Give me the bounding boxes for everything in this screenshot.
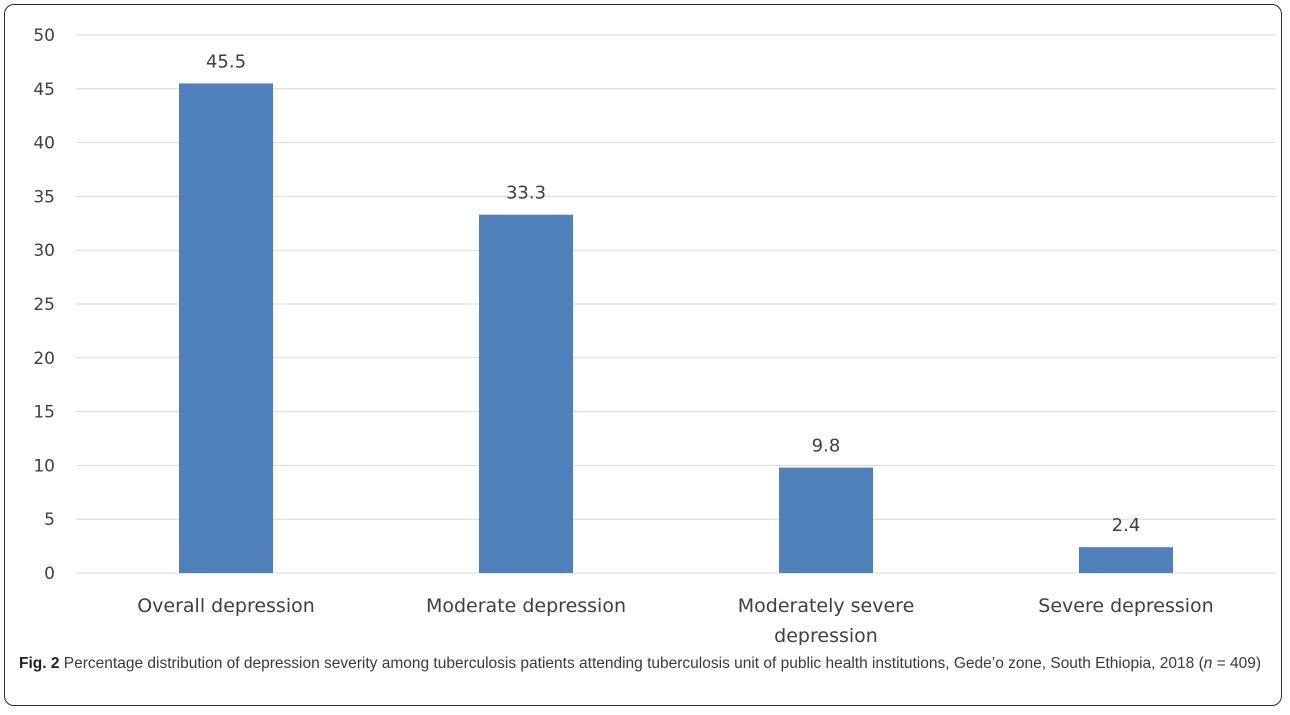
category-label: Moderate depression [426,595,626,617]
figure-caption: Fig. 2 Percentage distribution of depres… [19,653,1274,675]
y-tick-label: 10 [33,456,55,476]
data-label: 33.3 [506,183,546,204]
category-labels: Overall depression Moderate depression Mod… [137,595,1214,645]
caption-n-variable: n [1203,655,1213,672]
caption-sample-size: = 409) [1212,655,1262,672]
y-tick-label: 50 [33,26,55,46]
category-label: Moderately severe depression [738,595,915,645]
caption-text: Percentage distribution of depression se… [59,655,1204,672]
y-tick-label: 5 [44,510,55,530]
data-labels: 45.5 33.3 9.8 2.4 [206,51,1140,536]
y-tick-label: 40 [33,134,55,154]
y-axis-tick-labels: 0 5 10 15 20 25 30 35 40 45 50 [33,26,55,584]
bar-4 [1079,547,1173,573]
figure-label: Fig. 2 [19,655,60,672]
category-label: Severe depression [1038,595,1213,617]
data-label: 2.4 [1112,515,1141,536]
bar-2 [479,214,573,573]
y-tick-label: 45 [33,80,55,100]
y-tick-label: 0 [44,564,55,584]
y-tick-label: 15 [33,403,55,423]
y-tick-label: 35 [33,187,55,207]
bar-1 [179,83,273,574]
category-label: Overall depression [137,595,315,617]
figure-frame: 0 5 10 15 20 25 30 35 40 45 50 45.5 33.3 9.8 2.4 Over… [4,4,1282,706]
y-tick-label: 25 [33,295,55,315]
bars [179,83,1173,574]
y-tick-label: 30 [33,241,55,261]
y-tick-label: 20 [33,349,55,369]
bar-3 [779,467,873,573]
grid-lines [76,34,1276,574]
data-label: 9.8 [812,436,841,457]
bar-chart: 0 5 10 15 20 25 30 35 40 45 50 45.5 33.3 9.8 2.4 Over… [33,26,1276,645]
data-label: 45.5 [206,51,246,72]
